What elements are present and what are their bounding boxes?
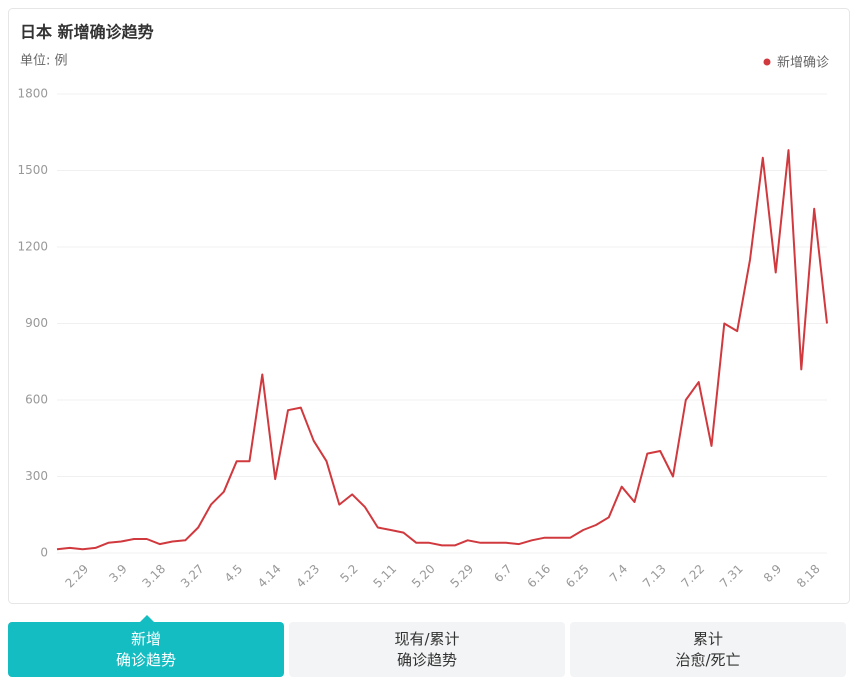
y-tick-label: 300 <box>25 469 48 483</box>
tab-label: 确诊趋势 <box>115 650 176 669</box>
tab-label: 累计 <box>692 629 723 648</box>
y-tick-label: 600 <box>25 393 48 407</box>
card <box>8 8 850 604</box>
legend-marker <box>763 58 771 66</box>
tab[interactable]: 现有/累计确诊趋势 <box>289 622 565 677</box>
tab-label: 治愈/死亡 <box>675 650 741 669</box>
y-tick-label: 1500 <box>17 163 48 177</box>
tab[interactable]: 累计治愈/死亡 <box>570 622 846 677</box>
tab-pointer <box>140 615 154 622</box>
chart: 日本 新增确诊趋势 单位: 例 03006009001200150018002.… <box>8 8 850 604</box>
tab-label: 新增 <box>130 629 161 648</box>
line-series <box>56 149 828 551</box>
unit-label: 单位: 例 <box>20 54 68 69</box>
tab-label: 现有/累计 <box>394 629 460 648</box>
chart-title: 日本 新增确诊趋势 <box>20 23 154 42</box>
legend-label: 新增确诊 <box>777 55 829 71</box>
tab-label: 确诊趋势 <box>396 650 457 669</box>
tab[interactable]: 新增 确诊趋势 <box>8 622 284 677</box>
y-tick-label: 900 <box>25 316 48 330</box>
y-tick-label: 1800 <box>17 87 48 101</box>
y-tick-label: 0 <box>40 546 48 560</box>
y-tick-label: 1200 <box>17 240 48 254</box>
